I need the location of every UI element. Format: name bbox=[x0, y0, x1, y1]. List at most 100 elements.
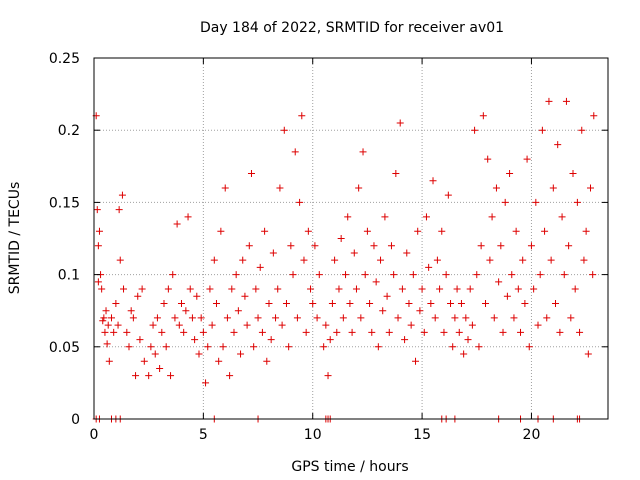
axis-ticks: 0 5 10 15 20 0 0.05 0.1 0.15 0.2 0.25 bbox=[49, 51, 608, 443]
data-point-37 bbox=[158, 328, 166, 336]
x-tick-label-0: 0 bbox=[90, 427, 99, 443]
data-point-17 bbox=[114, 321, 122, 329]
data-point-50 bbox=[186, 285, 194, 293]
data-point-90 bbox=[274, 285, 282, 293]
data-point-75 bbox=[241, 292, 249, 300]
data-point-203 bbox=[523, 155, 531, 163]
data-point-4 bbox=[95, 227, 103, 235]
data-point-46 bbox=[177, 299, 185, 307]
data-point-80 bbox=[252, 285, 260, 293]
data-point-228 bbox=[578, 126, 586, 134]
data-point-209 bbox=[536, 271, 544, 279]
data-point-227 bbox=[576, 328, 584, 336]
data-point-120 bbox=[342, 271, 350, 279]
data-point-35 bbox=[153, 314, 161, 322]
data-point-221 bbox=[562, 97, 570, 105]
data-point-199 bbox=[514, 285, 522, 293]
data-point-200 bbox=[517, 328, 525, 336]
data-point-42 bbox=[169, 271, 177, 279]
data-point-216 bbox=[552, 299, 560, 307]
data-point-102 bbox=[300, 256, 308, 264]
data-point-110 bbox=[320, 343, 328, 351]
data-point-149 bbox=[405, 299, 413, 307]
data-point-49 bbox=[184, 213, 192, 221]
data-point-81 bbox=[254, 314, 262, 322]
data-point-207 bbox=[532, 198, 540, 206]
data-point-184 bbox=[482, 299, 490, 307]
data-point-65 bbox=[219, 343, 227, 351]
data-point-107 bbox=[311, 242, 319, 250]
data-point-31 bbox=[145, 372, 153, 380]
data-point-36 bbox=[156, 364, 164, 372]
data-point-112 bbox=[324, 372, 332, 380]
data-point-21 bbox=[120, 285, 128, 293]
y-tick-label-2: 0.1 bbox=[58, 268, 80, 284]
data-point-52 bbox=[191, 336, 199, 344]
data-point-60 bbox=[208, 321, 216, 329]
data-point-116 bbox=[333, 328, 341, 336]
data-point-9 bbox=[101, 328, 109, 336]
data-point-167 bbox=[444, 191, 452, 199]
data-point-51 bbox=[188, 314, 196, 322]
y-tick-label-0: 0 bbox=[71, 412, 80, 428]
data-point-210 bbox=[538, 126, 546, 134]
y-tick-label-5: 0.25 bbox=[49, 51, 80, 67]
data-point-83 bbox=[258, 328, 266, 336]
data-point-208 bbox=[534, 321, 542, 329]
data-point-62 bbox=[212, 299, 220, 307]
data-point-26 bbox=[132, 372, 140, 380]
data-point-166 bbox=[442, 271, 450, 279]
data-point-226 bbox=[573, 198, 581, 206]
plot-border bbox=[93, 57, 609, 420]
y-tick-label-1: 0.05 bbox=[49, 340, 80, 356]
data-point-136 bbox=[377, 256, 385, 264]
data-point-92 bbox=[278, 321, 286, 329]
data-point-145 bbox=[396, 119, 404, 127]
data-point-211 bbox=[541, 227, 549, 235]
y-tick-label-4: 0.2 bbox=[58, 123, 80, 139]
data-point-101 bbox=[298, 112, 306, 120]
data-point-10 bbox=[102, 307, 110, 315]
data-point-212 bbox=[543, 314, 551, 322]
data-point-8 bbox=[100, 314, 108, 322]
data-point-181 bbox=[475, 343, 483, 351]
data-point-104 bbox=[304, 227, 312, 235]
data-point-196 bbox=[508, 271, 516, 279]
data-point-220 bbox=[560, 271, 568, 279]
data-point-234 bbox=[590, 112, 598, 120]
data-point-143 bbox=[392, 170, 400, 178]
data-point-138 bbox=[381, 213, 389, 221]
x-tick-label-2: 10 bbox=[304, 427, 322, 443]
data-point-152 bbox=[412, 357, 420, 365]
data-point-47 bbox=[180, 328, 188, 336]
data-point-68 bbox=[226, 372, 234, 380]
data-point-33 bbox=[149, 321, 157, 329]
data-point-7 bbox=[99, 317, 107, 325]
data-point-142 bbox=[390, 271, 398, 279]
data-point-131 bbox=[366, 299, 374, 307]
data-point-218 bbox=[556, 328, 564, 336]
data-point-163 bbox=[436, 285, 444, 293]
data-point-151 bbox=[409, 271, 417, 279]
data-point-123 bbox=[348, 328, 356, 336]
data-point-137 bbox=[379, 307, 387, 315]
data-point-74 bbox=[239, 256, 247, 264]
data-point-224 bbox=[569, 170, 577, 178]
data-point-206 bbox=[530, 285, 538, 293]
data-point-87 bbox=[267, 336, 275, 344]
data-point-189 bbox=[492, 184, 500, 192]
data-point-148 bbox=[403, 249, 411, 257]
data-point-156 bbox=[420, 328, 428, 336]
data-point-204 bbox=[525, 343, 533, 351]
data-point-223 bbox=[567, 314, 575, 322]
data-point-69 bbox=[228, 285, 236, 293]
data-point-233 bbox=[589, 271, 597, 279]
data-point-175 bbox=[462, 314, 470, 322]
data-point-93 bbox=[280, 126, 288, 134]
x-tick-label-1: 5 bbox=[199, 427, 208, 443]
data-point-84 bbox=[261, 227, 269, 235]
data-point-72 bbox=[234, 307, 242, 315]
data-point-57 bbox=[202, 379, 210, 387]
data-point-205 bbox=[527, 242, 535, 250]
data-point-118 bbox=[337, 235, 345, 242]
